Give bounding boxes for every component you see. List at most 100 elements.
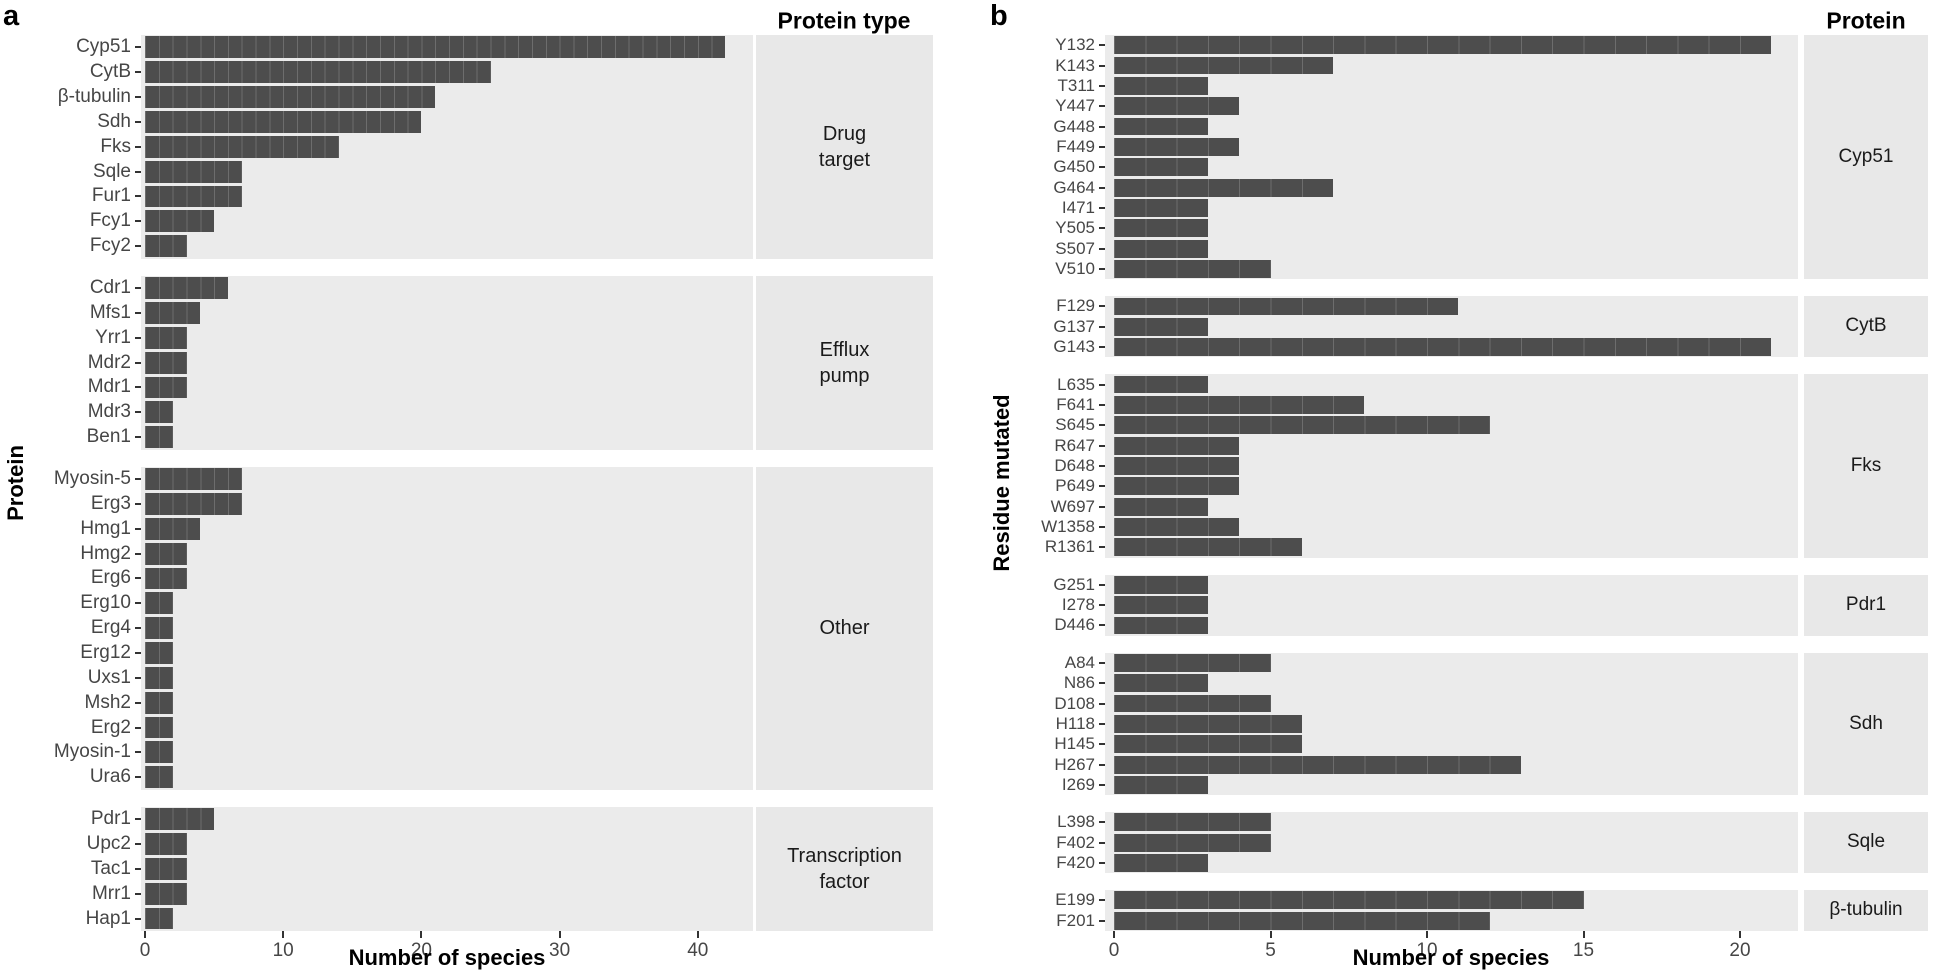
bar: [1114, 456, 1240, 475]
y-tick-mark: [135, 96, 141, 99]
facet-area: Cyp51 CytB β-tubulin Sdh Fks Sqle Fur1 Fcy1 Fcy2…: [34, 35, 933, 931]
x-tick-mark: [144, 931, 146, 938]
y-tick-label: Erg12: [80, 641, 131, 663]
y-tick-label: Cyp51: [76, 36, 131, 58]
x-tick-label: 10: [272, 940, 294, 961]
bar-row: [1105, 496, 1798, 516]
x-tick-mark: [420, 931, 423, 938]
y-tick-label: F641: [1056, 394, 1095, 414]
y-tick-mark: [1099, 661, 1105, 664]
y-tick-label: D108: [1054, 693, 1095, 713]
bar: [1114, 891, 1584, 910]
y-tick-mark: [135, 701, 141, 704]
y-tick-mark: [135, 478, 141, 481]
facet-strip-label: β-tubulin: [1829, 899, 1903, 921]
bar: [145, 666, 173, 689]
y-tick-label: Cdr1: [89, 277, 131, 299]
y-tick-mark: [1099, 546, 1105, 549]
bar: [1114, 735, 1302, 754]
bar: [1114, 575, 1208, 594]
y-tick-mark: [1099, 166, 1105, 169]
bar-row: [1105, 890, 1798, 910]
label-row: Cyp51: [34, 35, 141, 60]
bar-row: [1105, 775, 1798, 795]
y-tick-mark: [135, 411, 141, 414]
y-tick-label: P649: [1055, 476, 1095, 496]
y-tick-mark: [1099, 305, 1105, 308]
bar-row: [1105, 177, 1798, 197]
bar-row: [141, 516, 753, 541]
label-row: Sqle: [34, 159, 141, 184]
y-tick-label: Pdr1: [90, 808, 131, 830]
bar: [145, 517, 201, 540]
facet-area: Y132 K143 T311 Y447 G448 F449 G450 G464 I471 Y505…: [1020, 35, 1928, 931]
bar-row: [1105, 537, 1798, 557]
y-tick-mark: [1099, 464, 1105, 467]
label-row: Pdr1: [34, 807, 141, 832]
label-row: Y505: [1020, 218, 1105, 238]
bar: [145, 426, 173, 449]
bar: [145, 277, 228, 300]
bar: [1114, 117, 1208, 136]
facet-strip-label: Sdh: [1849, 712, 1883, 734]
label-row: D648: [1020, 456, 1105, 476]
facet-strip: β-tubulin: [1804, 890, 1928, 931]
y-tick-label: E199: [1055, 890, 1095, 910]
bar-row: [141, 715, 753, 740]
label-row: G448: [1020, 116, 1105, 136]
panel-letter-a: a: [3, 0, 20, 32]
bar: [145, 401, 173, 424]
y-tick-mark: [135, 502, 141, 505]
y-tick-label: T311: [1057, 75, 1096, 95]
facet-strip-label: Efflux pump: [819, 338, 870, 387]
y-tick-label: Uxs1: [87, 666, 131, 688]
y-tick-mark: [1099, 44, 1105, 47]
bar: [1114, 714, 1302, 733]
y-tick-mark: [135, 71, 141, 74]
bar: [1114, 538, 1302, 557]
y-axis-labels: Pdr1 Upc2 Tac1 Mrr1 Hap1: [34, 807, 141, 931]
y-tick-mark: [1099, 424, 1105, 427]
bar: [1114, 317, 1208, 336]
y-tick-mark: [135, 867, 141, 870]
x-tick-label: 20: [410, 940, 432, 961]
y-tick-mark: [135, 552, 141, 555]
bar: [145, 86, 436, 109]
y-tick-mark: [135, 577, 141, 580]
label-row: F449: [1020, 137, 1105, 157]
bar-row: [141, 110, 753, 135]
bar: [1114, 178, 1334, 197]
y-tick-label: Erg10: [80, 592, 131, 614]
label-row: Fcy1: [34, 209, 141, 234]
bar-row: [141, 690, 753, 715]
bar-row: [1105, 317, 1798, 337]
bar: [145, 542, 187, 565]
label-row: Cdr1: [34, 276, 141, 301]
y-tick-label: Y132: [1055, 35, 1095, 55]
label-row: Y447: [1020, 96, 1105, 116]
label-row: E199: [1020, 890, 1105, 910]
bar: [1114, 338, 1772, 357]
y-tick-mark: [135, 892, 141, 895]
label-row: S645: [1020, 415, 1105, 435]
y-tick-label: Upc2: [86, 833, 131, 854]
label-row: Mdr1: [34, 375, 141, 400]
y-tick-mark: [135, 627, 141, 630]
x-tick-label: 30: [549, 940, 571, 961]
bar: [1114, 755, 1521, 774]
y-tick-label: Mdr1: [87, 376, 131, 398]
bar-row: [1105, 137, 1798, 157]
bar: [1114, 297, 1459, 316]
bar: [1114, 694, 1271, 713]
x-tick-mark: [1269, 931, 1272, 938]
bar-row: [141, 616, 753, 641]
y-tick-mark: [135, 527, 141, 530]
bar-row: [1105, 853, 1798, 873]
y-tick-label: S507: [1055, 238, 1095, 258]
y-tick-mark: [1099, 206, 1105, 209]
bar: [145, 808, 215, 831]
y-tick-label: I278: [1061, 595, 1095, 615]
label-row: G137: [1020, 317, 1105, 337]
bar: [145, 882, 187, 905]
label-row: Y132: [1020, 35, 1105, 55]
